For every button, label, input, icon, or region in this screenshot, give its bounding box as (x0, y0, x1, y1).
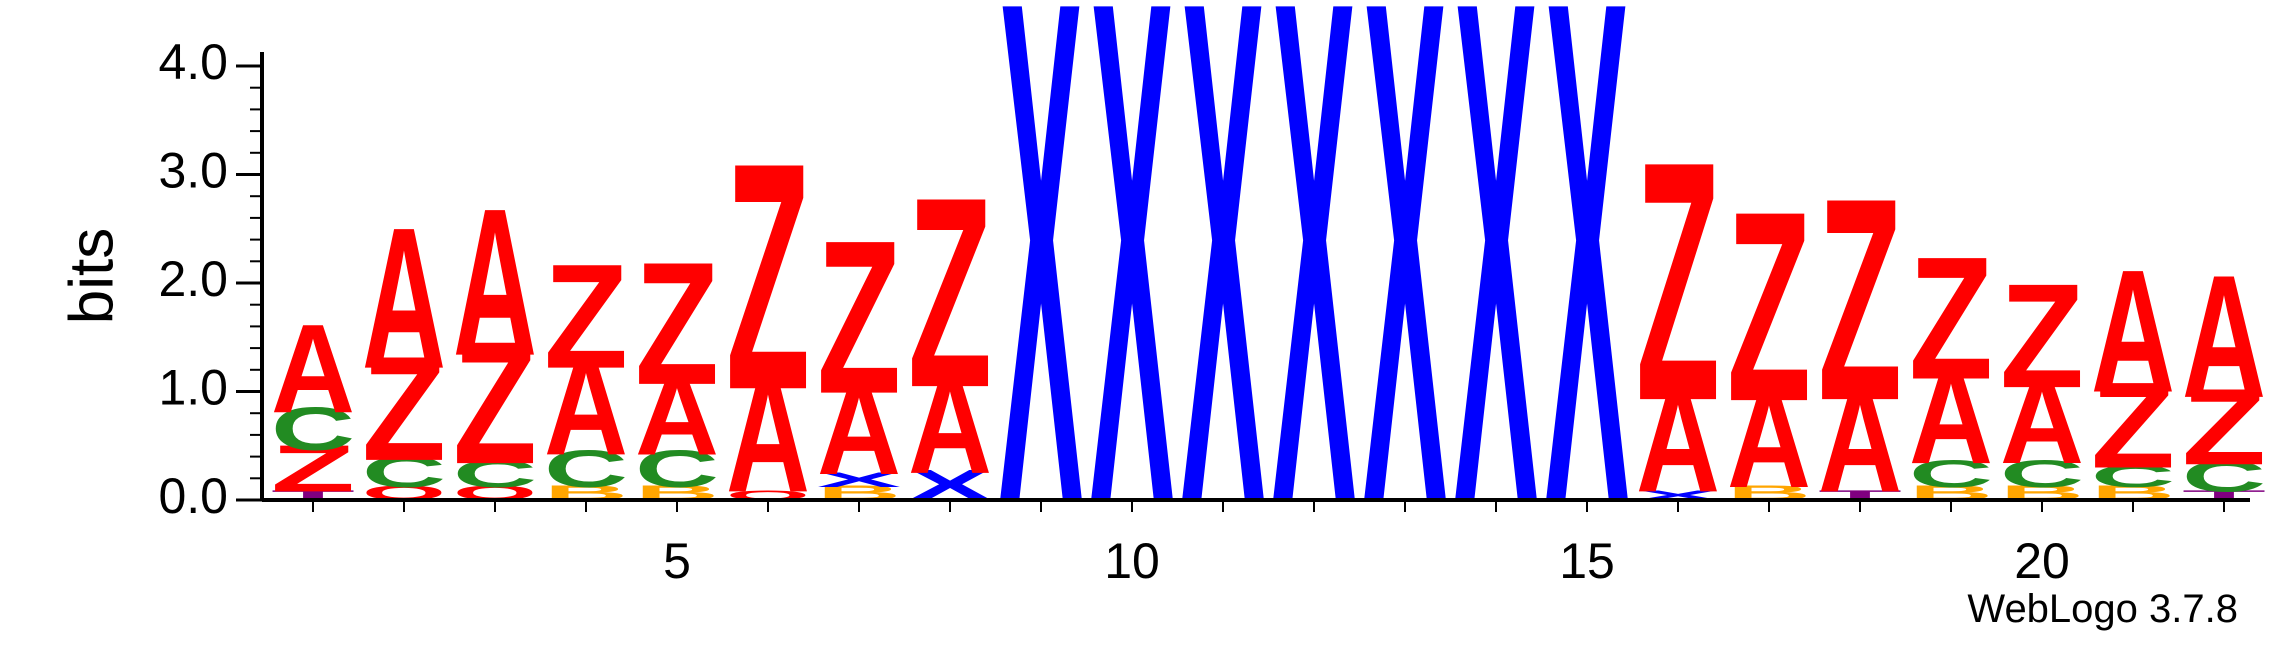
logo-glyph-x: X (1545, 0, 1630, 653)
logo-glyph-a: A (1727, 361, 1811, 518)
logo-glyph-z: Z (2091, 356, 2175, 493)
logo-glyph-a: A (544, 328, 628, 485)
logo-glyph-a: A (362, 185, 446, 410)
logo-glyph-a: A (2000, 353, 2084, 489)
logo-glyph-c: C (1909, 453, 1993, 496)
x-tick-label: 10 (1104, 533, 1160, 589)
weblogo-credit: WebLogo 3.7.8 (1967, 587, 2238, 631)
logo-glyph-z: Z (908, 140, 992, 444)
logo-glyph-x: X (817, 468, 901, 491)
y-tick-label: 3.0 (158, 143, 228, 199)
logo-glyph-z: Z (271, 431, 355, 506)
logo-glyph-z: Z (453, 306, 537, 501)
logo-glyph-a: A (2182, 239, 2266, 435)
x-tick-label: 15 (1559, 533, 1615, 589)
logo-glyph-z: Z (817, 195, 901, 439)
y-tick-label: 2.0 (158, 251, 228, 307)
x-tick-label: 20 (2014, 533, 2070, 589)
y-tick-label: 4.0 (158, 34, 228, 90)
logo-glyph-x: X (1090, 0, 1175, 653)
logo-glyph-a: A (726, 342, 810, 527)
logo-glyph-c: C (544, 440, 628, 499)
logo-glyph-a: A (453, 164, 537, 399)
y-tick-label: 0.0 (158, 468, 228, 524)
logo-glyph-c: C (271, 395, 355, 464)
logo-glyph-z: Z (726, 95, 810, 457)
axes: 0.0 1.0 2.0 3.0 4.0 5 10 15 20 (158, 34, 2250, 589)
logo-glyph-a: A (635, 353, 719, 480)
logo-glyph-a: A (1636, 358, 1720, 524)
logo-glyph-a: A (1818, 358, 1902, 524)
logo-glyph-z: Z (2000, 253, 2084, 419)
logo-glyph-c: C (635, 440, 719, 499)
logo-glyph-c: C (2091, 459, 2175, 494)
logo-glyph-z: Z (2182, 367, 2266, 488)
logo-glyph-z: Z (1909, 222, 1993, 417)
logo-glyph-x: X (1272, 0, 1357, 653)
logo-glyph-z: Z (362, 326, 446, 492)
logo-glyph-z: Z (635, 227, 719, 422)
logo-glyph-c: C (362, 447, 446, 496)
logo-glyph-c: C (2182, 451, 2266, 500)
logo-glyph-x: X (1181, 0, 1266, 653)
y-tick-label: 1.0 (158, 360, 228, 416)
logo-glyph-z: Z (1727, 154, 1811, 458)
logo-glyph-a: A (908, 347, 992, 504)
logo-glyph-x: X (999, 0, 1084, 653)
logo-glyph-z: Z (1818, 137, 1902, 460)
logo-glyph-a: A (1909, 339, 1993, 492)
logo-glyph-a: A (2091, 234, 2175, 430)
logo-glyph-c: C (2000, 453, 2084, 496)
logo-glyph-a: A (817, 356, 901, 502)
logo-glyph-a: A (271, 298, 355, 439)
logo-glyph-x: X (1454, 0, 1539, 653)
logo-glyph-c: C (453, 453, 537, 496)
y-axis-label: bits (57, 228, 126, 324)
x-tick-label: 5 (663, 533, 691, 589)
logo-glyph-z: Z (544, 234, 628, 400)
logo-glyph-z: Z (1636, 91, 1720, 473)
logo-glyph-x: X (1363, 0, 1448, 653)
